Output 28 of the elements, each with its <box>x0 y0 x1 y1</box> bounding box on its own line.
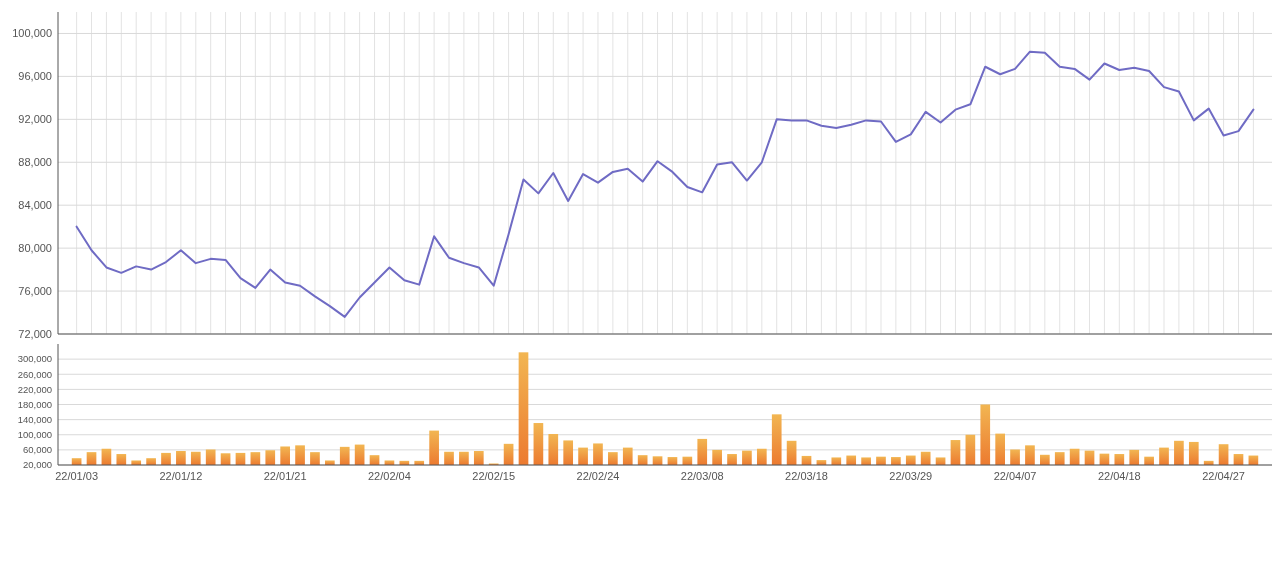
y-tick-label: 260,000 <box>17 368 52 380</box>
x-tick-label: 22/01/12 <box>159 470 203 482</box>
x-tick-label: 22/04/18 <box>1097 470 1141 482</box>
x-tick-label: 22/03/18 <box>785 470 828 482</box>
y-tick-label: 220,000 <box>17 383 52 395</box>
x-tick-label: 22/04/27 <box>1202 470 1245 482</box>
y-tick-label: 100,000 <box>17 429 52 441</box>
x-tick-label: 22/03/29 <box>889 470 933 482</box>
y-tick-label: 92,000 <box>18 113 52 126</box>
x-tick-label: 22/03/08 <box>680 470 724 482</box>
y-tick-label: 72,000 <box>18 327 52 340</box>
y-tick-label: 180,000 <box>17 398 52 410</box>
x-tick-label: 22/02/04 <box>368 470 411 482</box>
y-tick-label: 76,000 <box>18 284 52 297</box>
y-tick-label: 140,000 <box>17 413 52 425</box>
y-tick-label: 20,000 <box>22 459 52 471</box>
x-tick-label: 22/01/03 <box>55 470 99 482</box>
x-tick-label: 22/02/15 <box>472 470 516 482</box>
x-tick-label: 22/02/24 <box>576 470 620 482</box>
y-tick-label: 80,000 <box>18 241 52 254</box>
x-tick-label: 22/01/21 <box>263 470 307 482</box>
y-tick-label: 96,000 <box>18 70 52 83</box>
y-tick-label: 60,000 <box>22 444 52 456</box>
x-tick-label: 22/04/07 <box>993 470 1037 482</box>
y-tick-label: 300,000 <box>17 353 52 365</box>
y-tick-label: 88,000 <box>18 156 52 169</box>
y-tick-label: 84,000 <box>18 199 52 212</box>
y-tick-label: 100,000 <box>12 27 52 40</box>
